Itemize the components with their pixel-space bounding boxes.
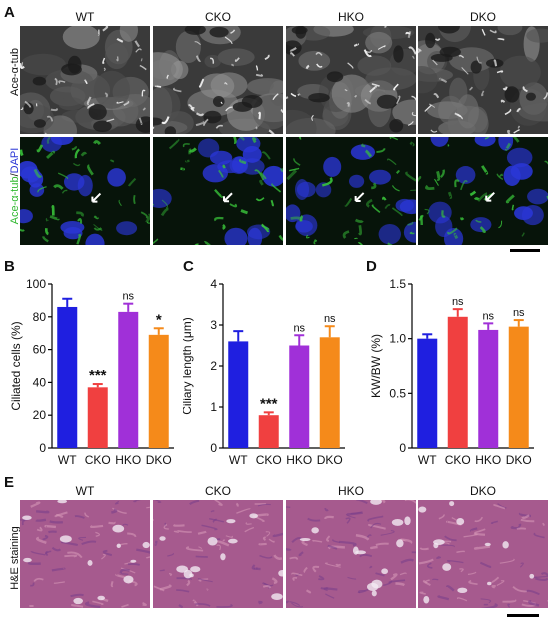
x-tick-label: WT (418, 453, 437, 467)
he-header-hko: HKO (337, 484, 364, 498)
significance-label: ns (324, 313, 336, 325)
significance-label: *** (260, 395, 278, 412)
y-tick-label: 0 (210, 441, 217, 455)
scale-bar-a (510, 249, 540, 252)
x-tick-label: CKO (445, 453, 471, 467)
bar-dko (508, 326, 529, 448)
group-header-cko: CKO (204, 10, 231, 24)
significance-label: ns (122, 291, 134, 303)
y-axis-label: Ciliated cells (%) (9, 321, 23, 410)
group-header-wt: WT (75, 10, 95, 24)
arrow-icon (354, 192, 365, 202)
merge-image-hko (286, 137, 416, 245)
significance-label: ns (513, 307, 525, 319)
x-tick-label: DKO (506, 453, 532, 467)
he-image-cko (153, 500, 283, 608)
y-axis-label: Ciliary length (μm) (183, 317, 194, 415)
significance-label: *** (89, 367, 107, 384)
arrow-icon (91, 192, 102, 203)
panel-label-d: D (366, 258, 377, 275)
panel-label-e: E (4, 474, 15, 491)
arrow-icon (223, 192, 233, 203)
bar-wt (417, 338, 438, 448)
bar-wt (57, 306, 78, 448)
x-tick-label: DKO (317, 453, 343, 467)
ace-tub-image-wt (20, 26, 150, 134)
bar-wt (228, 341, 249, 448)
chart-ciliary-length: 0 1 2 3 4 Ciliary length (μm) WT *** CKO ns HKO ns D… (183, 277, 345, 467)
x-tick-label: WT (229, 453, 248, 467)
y-tick-label: 3 (210, 318, 217, 332)
group-header-hko: HKO (337, 10, 364, 24)
merge-image-cko (153, 137, 283, 245)
y-tick-label: 40 (33, 375, 47, 389)
he-header-cko: CKO (204, 484, 231, 498)
x-tick-label: CKO (256, 453, 282, 467)
he-image-hko (286, 500, 416, 608)
arrow-icon (485, 191, 495, 202)
y-tick-label: 1.0 (389, 332, 406, 346)
y-tick-label: 20 (33, 408, 47, 422)
bar-dko (148, 334, 169, 448)
y-tick-label: 0.5 (389, 386, 406, 400)
ace-tub-image-dko (418, 26, 548, 134)
merge-image-wt (20, 137, 150, 245)
ace-tub-image-cko (153, 26, 283, 134)
y-tick-label: 1.5 (389, 277, 406, 291)
y-tick-label: 0 (39, 441, 46, 455)
group-header-dko: DKO (469, 10, 496, 24)
he-image-dko (418, 500, 548, 608)
y-tick-label: 60 (33, 343, 47, 357)
y-tick-label: 100 (26, 277, 46, 291)
significance-label: ns (482, 310, 494, 322)
panel-label-b: B (4, 258, 15, 275)
bar-hko (289, 345, 310, 448)
ace-tub-image-hko (286, 26, 416, 134)
he-image-wt (20, 500, 150, 608)
merge-image-dko (418, 137, 548, 245)
significance-label: * (156, 311, 162, 328)
significance-label: ns (293, 322, 305, 334)
panel-label-a: A (4, 4, 15, 21)
x-tick-label: WT (58, 453, 77, 467)
x-tick-label: HKO (115, 453, 141, 467)
he-header-wt: WT (75, 484, 95, 498)
y-axis-label: KW/BW (%) (369, 334, 383, 398)
scale-bar-e (507, 614, 539, 617)
y-tick-label: 2 (210, 359, 217, 373)
x-tick-label: DKO (146, 453, 172, 467)
he-header-dko: DKO (469, 484, 496, 498)
chart-ciliated-cells: 0 20 40 60 80 100 Ciliated cells (%) WT *** CKO ns… (9, 277, 174, 467)
x-tick-label: HKO (475, 453, 501, 467)
bar-cko (87, 387, 108, 448)
y-tick-label: 4 (210, 277, 217, 291)
bar-hko (478, 329, 499, 448)
y-tick-label: 80 (33, 310, 47, 324)
significance-label: ns (452, 296, 464, 308)
bar-cko (258, 415, 279, 448)
x-tick-label: CKO (85, 453, 111, 467)
bar-dko (319, 337, 340, 448)
panel-label-c: C (183, 258, 194, 275)
y-tick-label: 0 (399, 441, 406, 455)
bar-hko (118, 311, 139, 448)
bar-cko (447, 316, 468, 448)
x-tick-label: HKO (286, 453, 312, 467)
chart-kw-bw: 0 0.5 1.0 1.5 KW/BW (%) WT ns CKO ns HKO ns DKO (369, 277, 534, 467)
y-tick-label: 1 (210, 400, 217, 414)
